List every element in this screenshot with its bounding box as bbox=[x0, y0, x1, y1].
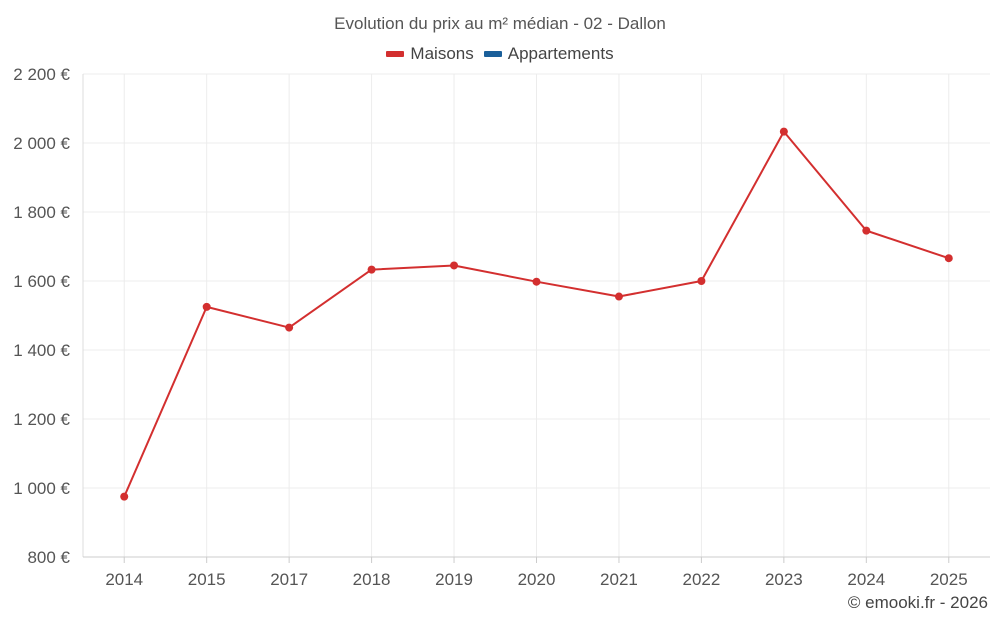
data-point[interactable] bbox=[697, 277, 706, 285]
y-tick-label: 1 000 € bbox=[13, 479, 70, 498]
x-tick-label: 2020 bbox=[518, 570, 556, 589]
x-tick-label: 2023 bbox=[765, 570, 803, 589]
legend-item-maisons[interactable]: Maisons bbox=[386, 44, 474, 64]
grid bbox=[83, 73, 990, 557]
credit-text: © emooki.fr - 2026 bbox=[847, 593, 988, 612]
y-tick-label: 2 200 € bbox=[13, 65, 70, 84]
x-tick-label: 2018 bbox=[353, 570, 391, 589]
y-tick-label: 800 € bbox=[27, 548, 70, 567]
y-tick-label: 1 400 € bbox=[13, 341, 70, 360]
y-tick-label: 1 600 € bbox=[13, 272, 70, 291]
x-tick-label: 2021 bbox=[600, 570, 638, 589]
legend-item-appartements[interactable]: Appartements bbox=[483, 44, 614, 64]
data-point[interactable] bbox=[120, 492, 129, 501]
data-point[interactable] bbox=[285, 323, 294, 332]
x-tick-label: 2014 bbox=[105, 570, 143, 589]
data-point[interactable] bbox=[862, 226, 871, 235]
x-tick-label: 2024 bbox=[847, 570, 885, 589]
data-point[interactable] bbox=[202, 302, 211, 311]
x-tick-label: 2022 bbox=[682, 570, 720, 589]
data-point[interactable] bbox=[450, 261, 459, 270]
chart-title: Evolution du prix au m² médian - 02 - Da… bbox=[334, 14, 666, 33]
data-point[interactable] bbox=[779, 127, 788, 136]
axes: 800 € 1 000 € 1 200 € 1 400 € 1 600 € 1 800 €… bbox=[13, 65, 990, 589]
data-point[interactable] bbox=[367, 265, 376, 274]
y-tick-label: 1 200 € bbox=[13, 410, 70, 429]
data-point[interactable] bbox=[532, 277, 541, 286]
y-tick-label: 1 800 € bbox=[13, 203, 70, 222]
x-tick-label: 2019 bbox=[435, 570, 473, 589]
y-tick-label: 2 000 € bbox=[13, 134, 70, 153]
x-tick-label: 2025 bbox=[930, 570, 968, 589]
series-layer bbox=[120, 127, 953, 501]
x-tick-label: 2017 bbox=[270, 570, 308, 589]
legend-swatch-maisons bbox=[386, 51, 405, 57]
x-tick-label: 2015 bbox=[188, 570, 226, 589]
data-point[interactable] bbox=[944, 254, 953, 263]
legend-swatch-appartements bbox=[483, 51, 502, 57]
data-point[interactable] bbox=[614, 292, 623, 301]
legend: Maisons Appartements bbox=[0, 44, 1000, 64]
legend-label-maisons: Maisons bbox=[410, 44, 474, 63]
legend-label-appartements: Appartements bbox=[507, 44, 614, 63]
